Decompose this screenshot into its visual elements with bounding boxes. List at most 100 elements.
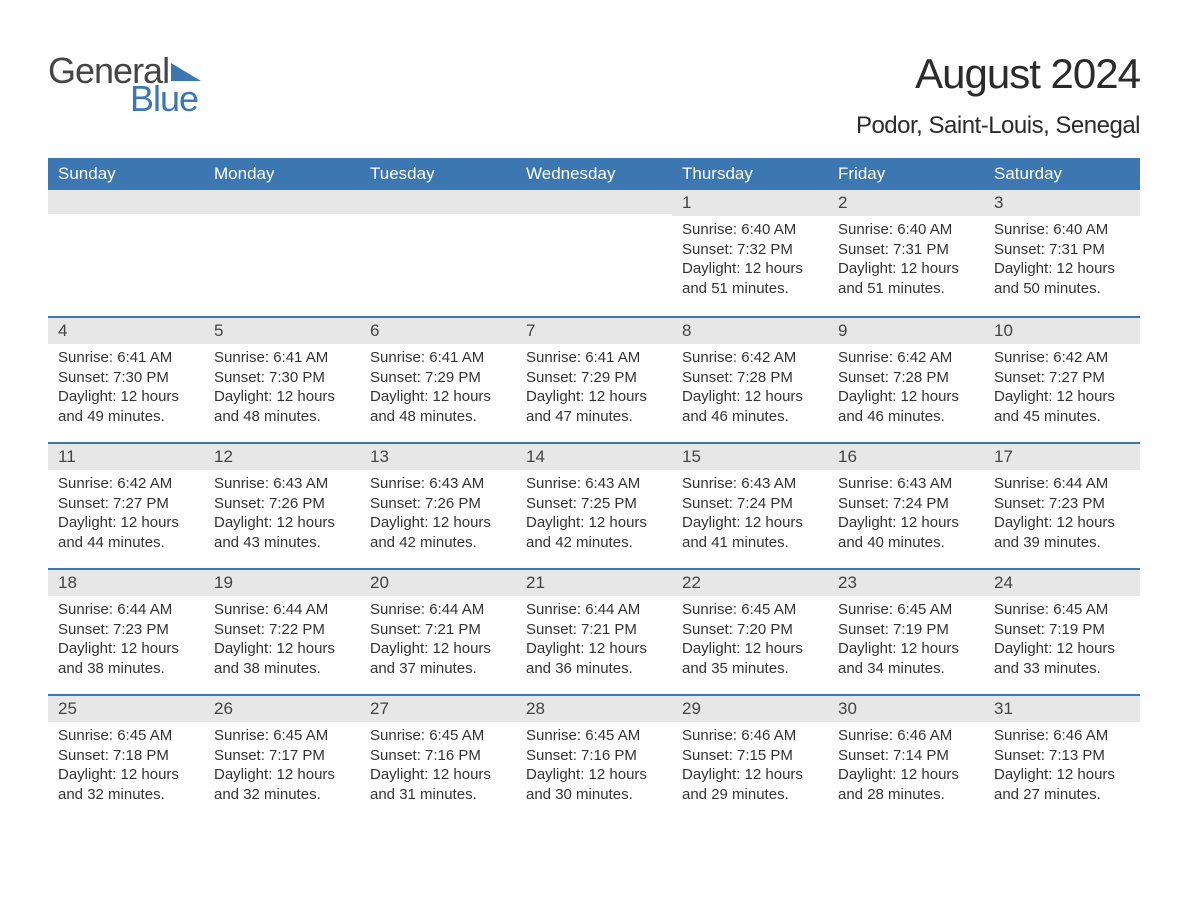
day-number: 5 — [204, 318, 360, 344]
sunset-text: Sunset: 7:19 PM — [838, 620, 974, 640]
sunrise-text: Sunrise: 6:41 AM — [214, 348, 350, 368]
daylight-text: Daylight: 12 hours and 29 minutes. — [682, 765, 818, 804]
day-cell: 11Sunrise: 6:42 AMSunset: 7:27 PMDayligh… — [48, 444, 204, 568]
day-body: Sunrise: 6:45 AMSunset: 7:16 PMDaylight:… — [516, 726, 672, 804]
dow-tuesday: Tuesday — [360, 158, 516, 190]
day-body: Sunrise: 6:41 AMSunset: 7:29 PMDaylight:… — [360, 348, 516, 426]
day-cell — [48, 190, 204, 316]
day-number — [516, 190, 672, 214]
day-number: 14 — [516, 444, 672, 470]
day-of-week-header: Sunday Monday Tuesday Wednesday Thursday… — [48, 158, 1140, 190]
day-body: Sunrise: 6:43 AMSunset: 7:26 PMDaylight:… — [204, 474, 360, 552]
day-body: Sunrise: 6:41 AMSunset: 7:29 PMDaylight:… — [516, 348, 672, 426]
day-body: Sunrise: 6:41 AMSunset: 7:30 PMDaylight:… — [204, 348, 360, 426]
daylight-text: Daylight: 12 hours and 46 minutes. — [682, 387, 818, 426]
dow-thursday: Thursday — [672, 158, 828, 190]
day-cell: 20Sunrise: 6:44 AMSunset: 7:21 PMDayligh… — [360, 570, 516, 694]
logo: General Blue — [48, 50, 201, 120]
sunset-text: Sunset: 7:25 PM — [526, 494, 662, 514]
day-body: Sunrise: 6:45 AMSunset: 7:20 PMDaylight:… — [672, 600, 828, 678]
day-number: 19 — [204, 570, 360, 596]
day-cell: 30Sunrise: 6:46 AMSunset: 7:14 PMDayligh… — [828, 696, 984, 820]
sunset-text: Sunset: 7:23 PM — [994, 494, 1130, 514]
day-cell: 21Sunrise: 6:44 AMSunset: 7:21 PMDayligh… — [516, 570, 672, 694]
sunrise-text: Sunrise: 6:43 AM — [682, 474, 818, 494]
day-number: 1 — [672, 190, 828, 216]
daylight-text: Daylight: 12 hours and 41 minutes. — [682, 513, 818, 552]
day-body: Sunrise: 6:43 AMSunset: 7:25 PMDaylight:… — [516, 474, 672, 552]
day-number: 2 — [828, 190, 984, 216]
daylight-text: Daylight: 12 hours and 42 minutes. — [526, 513, 662, 552]
day-body: Sunrise: 6:42 AMSunset: 7:28 PMDaylight:… — [828, 348, 984, 426]
sunrise-text: Sunrise: 6:45 AM — [58, 726, 194, 746]
daylight-text: Daylight: 12 hours and 36 minutes. — [526, 639, 662, 678]
day-cell — [360, 190, 516, 316]
week-row: 18Sunrise: 6:44 AMSunset: 7:23 PMDayligh… — [48, 568, 1140, 694]
sunrise-text: Sunrise: 6:45 AM — [994, 600, 1130, 620]
day-number: 23 — [828, 570, 984, 596]
day-body: Sunrise: 6:44 AMSunset: 7:23 PMDaylight:… — [48, 600, 204, 678]
daylight-text: Daylight: 12 hours and 40 minutes. — [838, 513, 974, 552]
day-number: 31 — [984, 696, 1140, 722]
daylight-text: Daylight: 12 hours and 45 minutes. — [994, 387, 1130, 426]
day-number — [204, 190, 360, 214]
sunset-text: Sunset: 7:31 PM — [994, 240, 1130, 260]
day-cell: 31 Sunrise: 6:46 AMSunset: 7:13 PMDayligh… — [984, 696, 1140, 820]
sunset-text: Sunset: 7:16 PM — [526, 746, 662, 766]
week-row: 4Sunrise: 6:41 AMSunset: 7:30 PMDaylight… — [48, 316, 1140, 442]
sunrise-text: Sunrise: 6:40 AM — [682, 220, 818, 240]
sunset-text: Sunset: 7:27 PM — [994, 368, 1130, 388]
sunset-text: Sunset: 7:28 PM — [682, 368, 818, 388]
day-number: 15 — [672, 444, 828, 470]
sunset-text: Sunset: 7:20 PM — [682, 620, 818, 640]
day-cell: 25Sunrise: 6:45 AMSunset: 7:18 PMDayligh… — [48, 696, 204, 820]
day-number: 16 — [828, 444, 984, 470]
sunrise-text: Sunrise: 6:43 AM — [838, 474, 974, 494]
day-cell: 6Sunrise: 6:41 AMSunset: 7:29 PMDaylight… — [360, 318, 516, 442]
daylight-text: Daylight: 12 hours and 43 minutes. — [214, 513, 350, 552]
daylight-text: Daylight: 12 hours and 38 minutes. — [214, 639, 350, 678]
daylight-text: Daylight: 12 hours and 44 minutes. — [58, 513, 194, 552]
daylight-text: Daylight: 12 hours and 35 minutes. — [682, 639, 818, 678]
dow-sunday: Sunday — [48, 158, 204, 190]
sunset-text: Sunset: 7:21 PM — [370, 620, 506, 640]
daylight-text: Daylight: 12 hours and 49 minutes. — [58, 387, 194, 426]
day-body: Sunrise: 6:44 AMSunset: 7:21 PMDaylight:… — [516, 600, 672, 678]
day-cell: 17Sunrise: 6:44 AMSunset: 7:23 PMDayligh… — [984, 444, 1140, 568]
sunset-text: Sunset: 7:31 PM — [838, 240, 974, 260]
daylight-text: Daylight: 12 hours and 31 minutes. — [370, 765, 506, 804]
daylight-text: Daylight: 12 hours and 28 minutes. — [838, 765, 974, 804]
daylight-text: Daylight: 12 hours and 46 minutes. — [838, 387, 974, 426]
day-cell: 13Sunrise: 6:43 AMSunset: 7:26 PMDayligh… — [360, 444, 516, 568]
day-cell: 1Sunrise: 6:40 AMSunset: 7:32 PMDaylight… — [672, 190, 828, 316]
day-body: Sunrise: 6:42 AMSunset: 7:28 PMDaylight:… — [672, 348, 828, 426]
day-cell: 27Sunrise: 6:45 AMSunset: 7:16 PMDayligh… — [360, 696, 516, 820]
day-number: 22 — [672, 570, 828, 596]
day-body: Sunrise: 6:46 AMSunset: 7:13 PMDaylight:… — [984, 726, 1140, 804]
day-cell: 16Sunrise: 6:43 AMSunset: 7:24 PMDayligh… — [828, 444, 984, 568]
dow-saturday: Saturday — [984, 158, 1140, 190]
day-body: Sunrise: 6:42 AMSunset: 7:27 PMDaylight:… — [48, 474, 204, 552]
sunset-text: Sunset: 7:18 PM — [58, 746, 194, 766]
day-cell: 10Sunrise: 6:42 AMSunset: 7:27 PMDayligh… — [984, 318, 1140, 442]
day-number: 13 — [360, 444, 516, 470]
sunset-text: Sunset: 7:17 PM — [214, 746, 350, 766]
day-cell: 2Sunrise: 6:40 AMSunset: 7:31 PMDaylight… — [828, 190, 984, 316]
sunrise-text: Sunrise: 6:44 AM — [526, 600, 662, 620]
day-body: Sunrise: 6:45 AMSunset: 7:19 PMDaylight:… — [984, 600, 1140, 678]
day-cell: 4Sunrise: 6:41 AMSunset: 7:30 PMDaylight… — [48, 318, 204, 442]
day-number: 28 — [516, 696, 672, 722]
day-body: Sunrise: 6:44 AMSunset: 7:23 PMDaylight:… — [984, 474, 1140, 552]
day-number: 20 — [360, 570, 516, 596]
month-title: August 2024 — [856, 50, 1140, 98]
sunset-text: Sunset: 7:24 PM — [682, 494, 818, 514]
day-number: 9 — [828, 318, 984, 344]
daylight-text: Daylight: 12 hours and 42 minutes. — [370, 513, 506, 552]
sunrise-text: Sunrise: 6:40 AM — [838, 220, 974, 240]
location: Podor, Saint-Louis, Senegal — [856, 112, 1140, 140]
sunset-text: Sunset: 7:26 PM — [214, 494, 350, 514]
day-body: Sunrise: 6:45 AMSunset: 7:16 PMDaylight:… — [360, 726, 516, 804]
dow-friday: Friday — [828, 158, 984, 190]
day-cell — [204, 190, 360, 316]
sunrise-text: Sunrise: 6:45 AM — [682, 600, 818, 620]
